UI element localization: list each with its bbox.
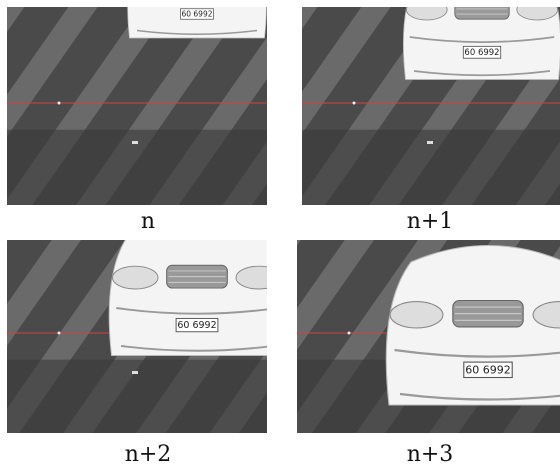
road-marker (58, 332, 61, 335)
plate-text: 60 6992 (181, 9, 212, 18)
frame-image: 60 6992 (302, 0, 560, 205)
road-marker (348, 332, 351, 335)
car: 60 6992 (403, 0, 560, 80)
grille (455, 0, 509, 19)
road-marker (427, 141, 433, 144)
road-marker (132, 371, 138, 374)
frame-image: 60 6992 (297, 240, 560, 433)
road-shade (7, 360, 267, 433)
plate-text: 60 6992 (465, 363, 511, 376)
road-marker (132, 141, 138, 144)
road-marker (353, 102, 356, 105)
frame-caption: n+2 (125, 442, 172, 467)
headlight (236, 266, 282, 289)
road-marker (58, 102, 61, 105)
figure: 60 6992 n 60 6992 n+1 60 6992 n+2 60 6992 n+3 (0, 0, 560, 468)
plate-text: 60 6992 (464, 48, 499, 58)
car: 60 6992 (128, 0, 267, 38)
frame-caption: n+3 (407, 442, 454, 467)
headlight (112, 266, 158, 289)
headlight (517, 0, 558, 20)
frame-caption: n (141, 209, 155, 234)
plate-text: 60 6992 (177, 320, 216, 331)
frame-image: 60 6992 (7, 218, 285, 433)
frame-caption: n+1 (407, 209, 454, 234)
car: 60 6992 (109, 218, 285, 356)
headlight (390, 302, 443, 328)
frame-image: 60 6992 (7, 0, 267, 205)
headlight (406, 0, 447, 20)
bumper (133, 1, 261, 6)
car: 60 6992 (386, 246, 560, 406)
